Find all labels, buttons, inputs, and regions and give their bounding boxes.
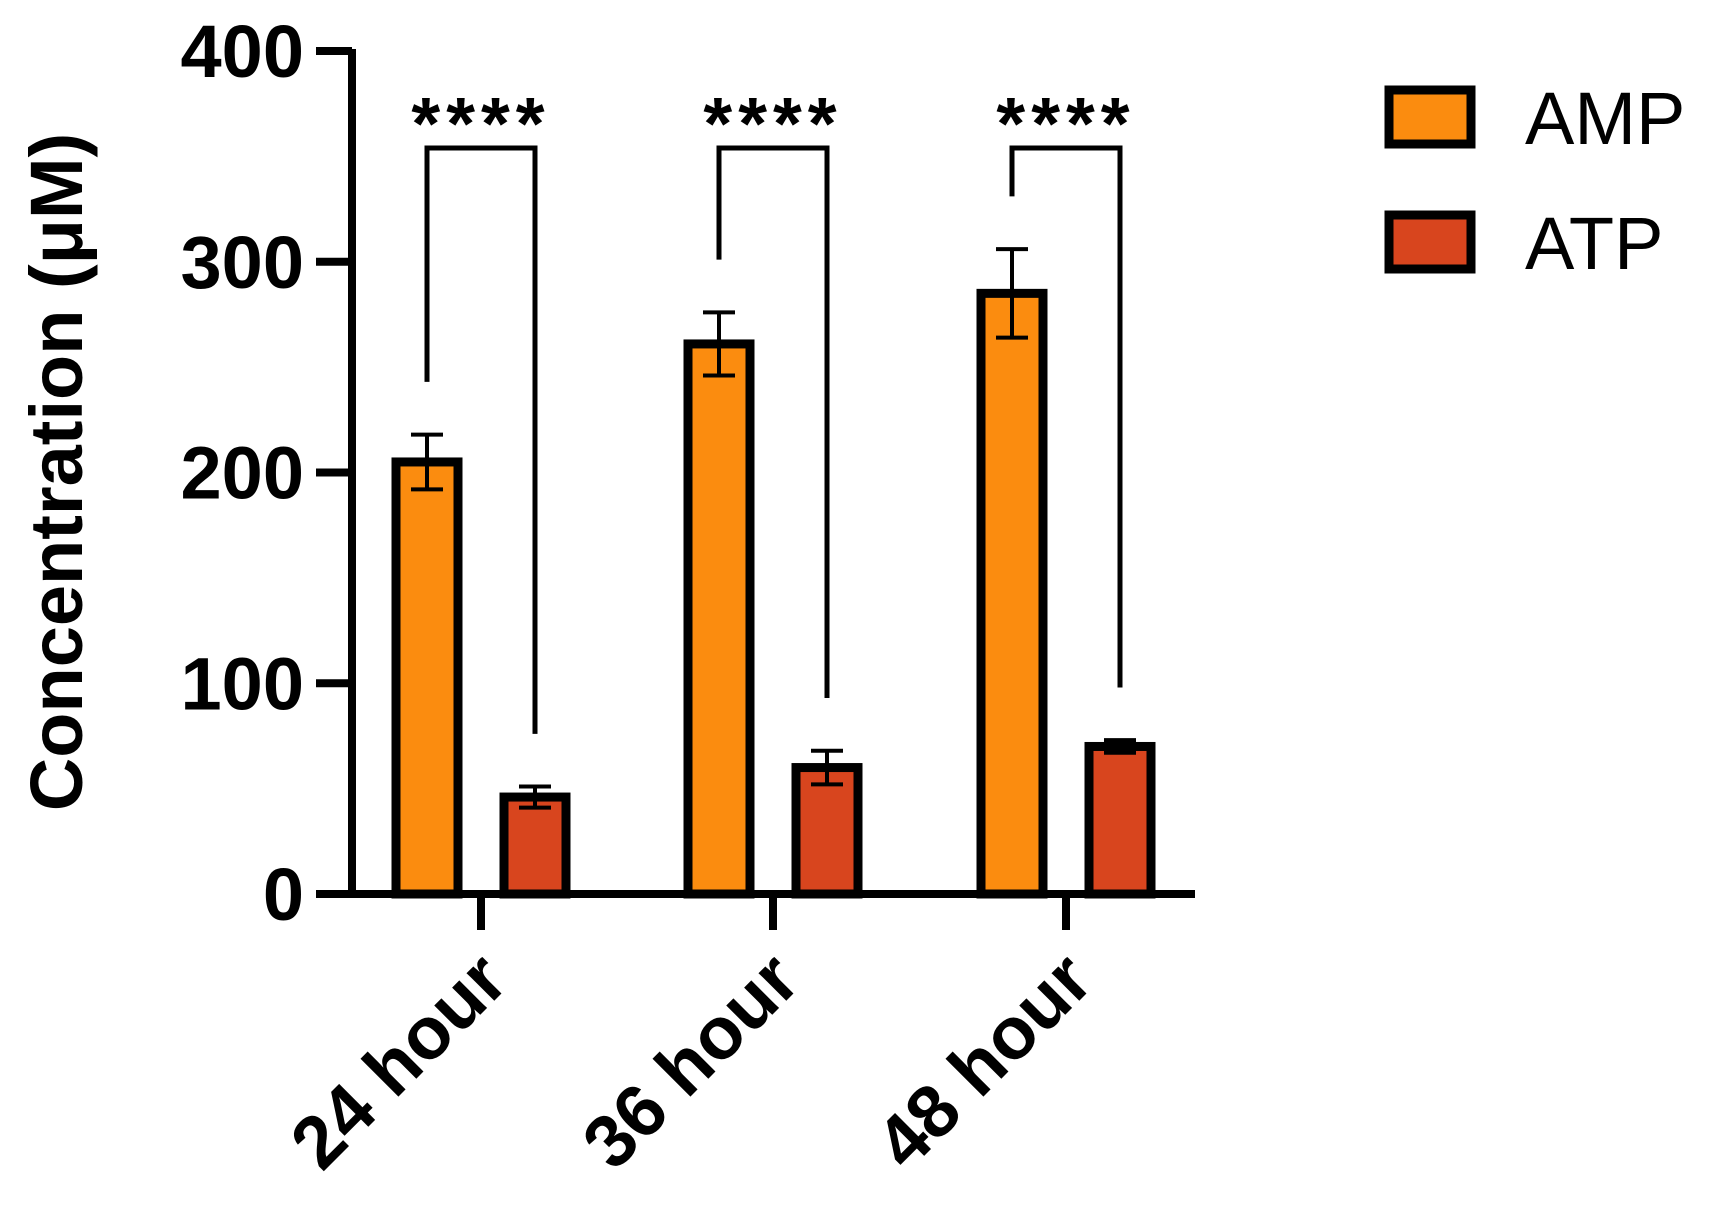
legend-label-amp: AMP xyxy=(1525,77,1685,160)
x-category-label: 48 hour xyxy=(860,937,1108,1185)
x-category-label: 24 hour xyxy=(275,937,523,1185)
x-axis-labels: 24 hour 36 hour 48 hour xyxy=(275,894,1108,1185)
x-category-label: 36 hour xyxy=(567,937,815,1185)
y-tick-label: 200 xyxy=(181,432,304,515)
legend-swatch-atp xyxy=(1384,210,1476,274)
bar-atp-2 xyxy=(791,763,863,899)
y-axis-label: Concentration (μM) xyxy=(15,133,98,811)
significance-bracket xyxy=(1009,145,1123,688)
bar-atp-1 xyxy=(499,792,571,899)
legend-label-atp: ATP xyxy=(1525,202,1663,285)
axes xyxy=(316,49,1195,898)
y-tick-label: 0 xyxy=(263,853,304,936)
bars xyxy=(391,288,1156,899)
bar-amp-3 xyxy=(976,288,1048,899)
significance-bracket xyxy=(716,145,830,699)
significance-stars: **** xyxy=(996,82,1135,165)
y-tick-label: 100 xyxy=(181,642,304,725)
error-bars xyxy=(411,247,1136,810)
significance-stars: **** xyxy=(411,82,550,165)
bar-atp-3 xyxy=(1084,741,1156,899)
legend: AMP ATP xyxy=(1384,77,1685,285)
bar-amp-1 xyxy=(391,457,463,899)
y-tick-label: 400 xyxy=(181,10,304,93)
y-tick-label: 300 xyxy=(181,221,304,304)
y-axis-ticks: 0 100 200 300 400 xyxy=(181,10,352,936)
significance-brackets: **** **** **** xyxy=(411,82,1135,734)
bar-amp-2 xyxy=(683,339,755,899)
legend-swatch-amp xyxy=(1384,85,1476,149)
significance-bracket xyxy=(424,145,538,734)
significance-stars: **** xyxy=(703,82,842,165)
